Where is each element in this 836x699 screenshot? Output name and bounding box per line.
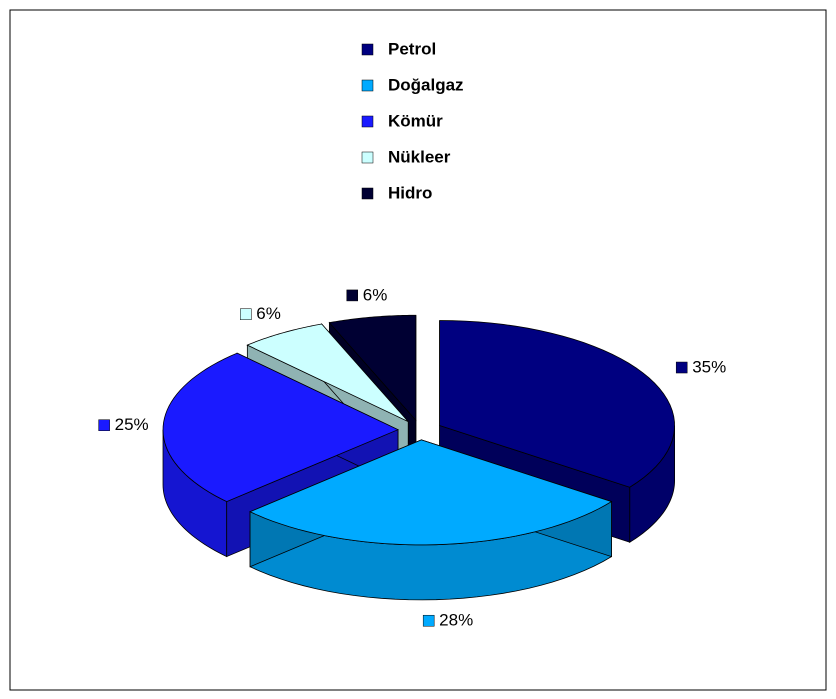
legend-marker: [361, 151, 374, 164]
legend-marker: [361, 187, 374, 200]
data-label: 28%: [439, 611, 473, 630]
label-marker: [98, 419, 110, 431]
label-marker: [675, 361, 688, 374]
legend-label: Hidro: [388, 183, 432, 202]
legend-marker: [361, 115, 374, 128]
pie-slice: [246, 323, 409, 423]
label-marker: [240, 308, 252, 320]
legend-marker: [361, 79, 374, 92]
data-label: 25%: [115, 415, 149, 434]
pie-slice: [439, 320, 675, 488]
pie-slice: [328, 314, 417, 422]
data-label: 35%: [692, 358, 726, 377]
label-marker: [346, 289, 359, 302]
legend-label: Doğalgaz: [388, 75, 464, 94]
legend-label: Petrol: [388, 39, 436, 58]
data-label: 6%: [256, 304, 281, 323]
pie-slice: [162, 352, 399, 503]
label-marker: [422, 614, 435, 627]
legend-label: Kömür: [388, 111, 443, 130]
legend-marker: [361, 43, 374, 56]
pie-slice: [249, 439, 613, 546]
legend-label: Nükleer: [388, 147, 451, 166]
data-label: 6%: [363, 285, 388, 304]
